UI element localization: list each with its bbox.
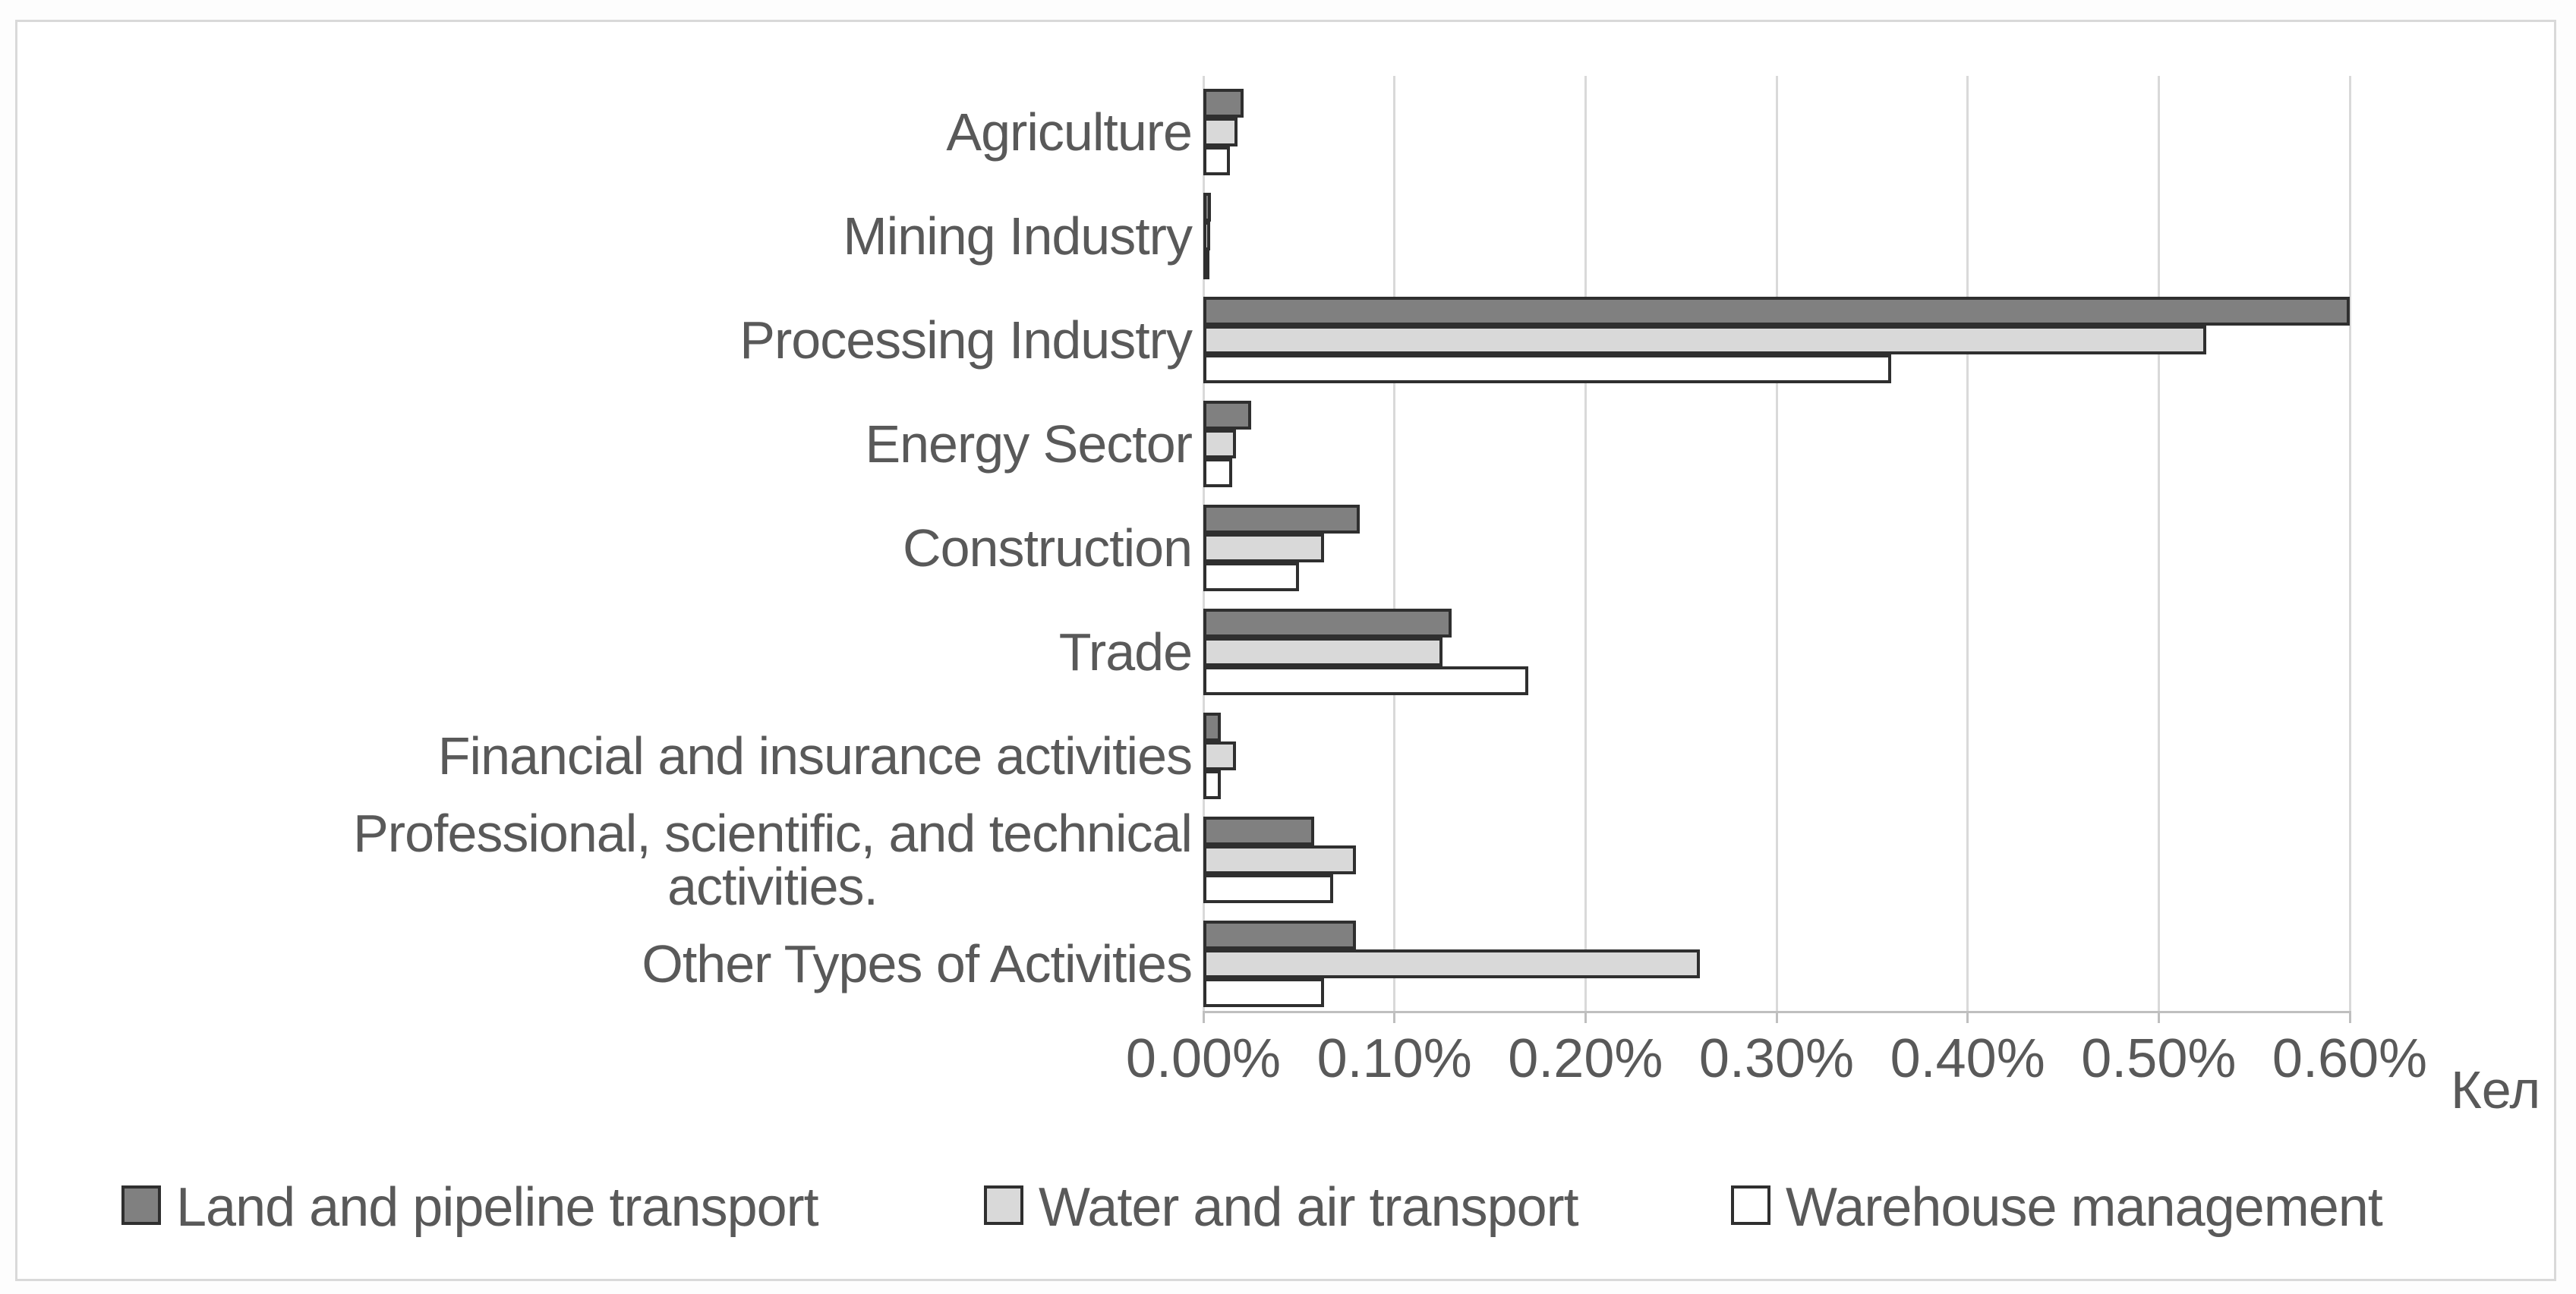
x-tick-label: 0.00% <box>1125 1028 1282 1089</box>
x-tick-label: 0.40% <box>1890 1028 2045 1089</box>
bar-water-and-air-transport-c6 <box>1203 741 1236 770</box>
axis-tick-0.20% <box>1584 1011 1587 1023</box>
legend-label: Warehouse management <box>1786 1177 2383 1238</box>
gridline-0.60% <box>2348 76 2351 1011</box>
bar-warehouse-management-c7 <box>1203 874 1334 903</box>
category-label: Mining Industry <box>843 206 1193 266</box>
bar-warehouse-management-c8 <box>1203 978 1324 1007</box>
bar-land-and-pipeline-transport-c2 <box>1203 297 2350 326</box>
bar-land-and-pipeline-transport-c7 <box>1203 817 1314 845</box>
bar-water-and-air-transport-c0 <box>1203 118 1238 146</box>
bar-land-and-pipeline-transport-c5 <box>1203 609 1452 638</box>
category-label: Agriculture <box>946 102 1193 162</box>
category-label: Professional, scientific, and technical … <box>353 804 1193 916</box>
bar-land-and-pipeline-transport-c4 <box>1203 505 1361 534</box>
x-tick-label: 0.30% <box>1698 1028 1855 1089</box>
bar-land-and-pipeline-transport-c1 <box>1203 193 1212 222</box>
x-tick-label: 0.10% <box>1316 1028 1472 1089</box>
gridline-0.50% <box>2157 76 2160 1011</box>
axis-tick-0.00% <box>1202 1011 1205 1023</box>
bar-land-and-pipeline-transport-c6 <box>1203 713 1221 741</box>
bar-land-and-pipeline-transport-c8 <box>1203 921 1357 949</box>
bar-warehouse-management-c6 <box>1203 770 1221 799</box>
axis-tick-0.40% <box>1966 1011 1969 1023</box>
gridline-0.20% <box>1584 76 1587 1011</box>
bar-warehouse-management-c4 <box>1203 562 1299 591</box>
axis-tick-0.60% <box>2348 1011 2351 1023</box>
category-label: Energy Sector <box>865 414 1193 474</box>
bar-water-and-air-transport-c8 <box>1203 949 1701 978</box>
legend-label: Land and pipeline transport <box>176 1177 819 1238</box>
bar-warehouse-management-c0 <box>1203 146 1231 175</box>
category-label: Processing Industry <box>739 310 1193 370</box>
category-label: Other Types of Activities <box>642 934 1193 993</box>
category-label: Construction <box>903 518 1193 578</box>
x-tick-label: 0.60% <box>2272 1028 2428 1089</box>
legend-label: Water and air transport <box>1039 1177 1579 1238</box>
x-axis-line <box>1203 1011 2350 1013</box>
bar-warehouse-management-c3 <box>1203 458 1232 487</box>
gridline-0.10% <box>1393 76 1396 1011</box>
bar-land-and-pipeline-transport-c3 <box>1203 401 1251 430</box>
bar-water-and-air-transport-c1 <box>1203 222 1210 250</box>
legend-swatch <box>1731 1185 1770 1225</box>
bar-land-and-pipeline-transport-c0 <box>1203 89 1244 118</box>
bar-water-and-air-transport-c2 <box>1203 326 2207 354</box>
category-label: Financial and insurance activities <box>437 726 1193 786</box>
bar-water-and-air-transport-c7 <box>1203 845 1357 874</box>
bar-warehouse-management-c2 <box>1203 354 1891 383</box>
gridline-0.30% <box>1775 76 1778 1011</box>
legend-swatch <box>121 1185 161 1225</box>
gridline-0.40% <box>1966 76 1969 1011</box>
bar-water-and-air-transport-c4 <box>1203 534 1324 562</box>
legend-swatch <box>984 1185 1023 1225</box>
bar-warehouse-management-c5 <box>1203 666 1528 695</box>
bar-warehouse-management-c1 <box>1203 250 1209 279</box>
bar-water-and-air-transport-c5 <box>1203 638 1442 666</box>
x-axis-unit-label: Кел <box>2451 1060 2541 1119</box>
x-tick-label: 0.50% <box>2081 1028 2237 1089</box>
axis-tick-0.10% <box>1393 1011 1396 1023</box>
x-tick-label: 0.20% <box>1508 1028 1663 1089</box>
axis-tick-0.30% <box>1775 1011 1778 1023</box>
bar-water-and-air-transport-c3 <box>1203 430 1236 458</box>
category-label: Trade <box>1058 622 1193 682</box>
axis-tick-0.50% <box>2157 1011 2160 1023</box>
